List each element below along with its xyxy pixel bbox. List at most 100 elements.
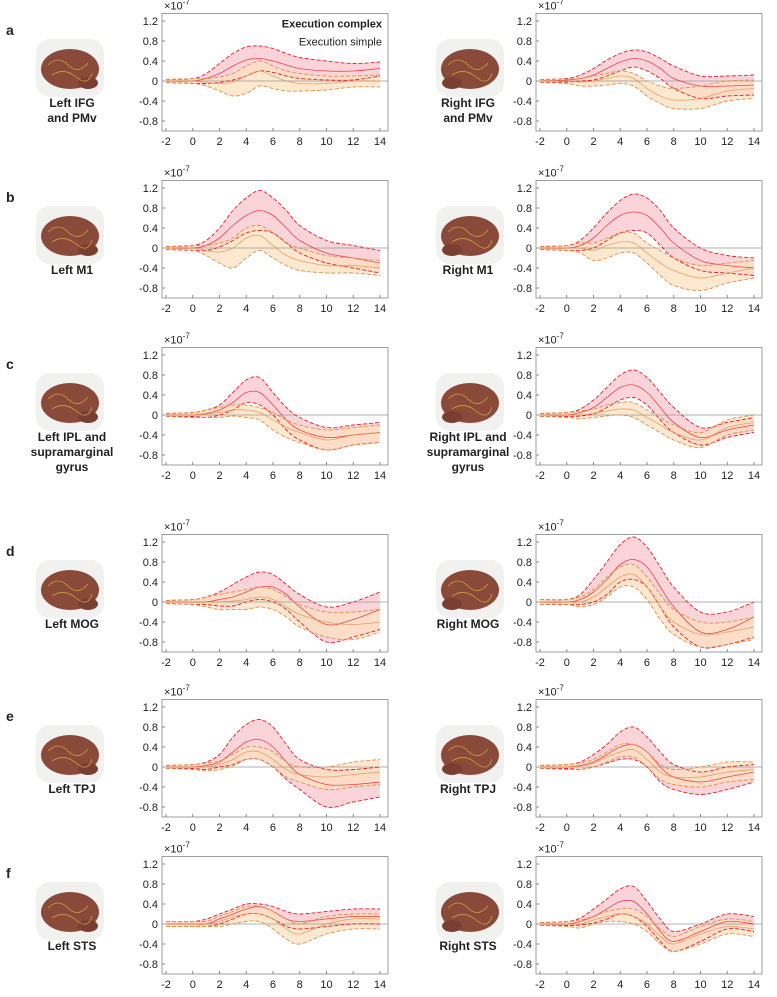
mean-line bbox=[166, 738, 381, 786]
brain-cerebellum bbox=[78, 920, 98, 932]
region-label: gyrus bbox=[452, 460, 485, 474]
confidence-band bbox=[540, 71, 754, 110]
brain-sulci bbox=[447, 59, 493, 82]
x-tick-label: -2 bbox=[535, 136, 545, 148]
panel-letter: a bbox=[6, 22, 14, 38]
x-tick-label: 6 bbox=[270, 822, 276, 834]
x-tick-label: -2 bbox=[535, 822, 545, 834]
band-edge bbox=[540, 563, 755, 624]
exponent-base: ×10 bbox=[164, 335, 183, 347]
x-tick-label: 8 bbox=[297, 136, 303, 148]
x-tick-label: 8 bbox=[671, 822, 677, 834]
x-tick-label: -2 bbox=[161, 136, 171, 148]
series-group bbox=[536, 726, 762, 795]
y-tick-label: 0.4 bbox=[517, 577, 532, 589]
band-edge bbox=[539, 414, 755, 448]
y-tick-label: -0.8 bbox=[139, 637, 158, 649]
band-edge bbox=[540, 396, 755, 446]
mean-line bbox=[540, 899, 755, 942]
mean-line bbox=[166, 234, 381, 269]
x-tick-label: 10 bbox=[320, 136, 332, 148]
x-tick-label: 10 bbox=[320, 470, 332, 482]
band-edge bbox=[165, 376, 381, 429]
band-edge bbox=[165, 745, 381, 769]
panel-letter: d bbox=[6, 543, 15, 559]
x-tick-label: -2 bbox=[161, 303, 171, 315]
x-tick-label: 6 bbox=[644, 822, 650, 834]
band-edge bbox=[166, 905, 380, 925]
y-tick-label: 0.4 bbox=[517, 56, 532, 68]
y-tick-label: -0.8 bbox=[139, 450, 158, 462]
band-edge bbox=[166, 903, 380, 923]
x-tick-label: 10 bbox=[320, 979, 332, 991]
band-edge bbox=[165, 249, 381, 276]
y-tick-label: -0.8 bbox=[513, 450, 532, 462]
y-tick-label: 0.4 bbox=[517, 899, 532, 911]
brain-cerebellum bbox=[442, 598, 462, 610]
band-edge bbox=[165, 230, 381, 274]
y-tick-label: -0.4 bbox=[513, 939, 532, 951]
mean-line bbox=[166, 70, 380, 85]
exponent-power: -7 bbox=[557, 332, 565, 341]
region-label: Right IPL and bbox=[429, 430, 506, 444]
exponent-base: ×10 bbox=[538, 1, 557, 13]
x-tick-label: 4 bbox=[617, 470, 623, 482]
x-tick-label: -2 bbox=[535, 657, 545, 669]
x-tick-label: 12 bbox=[347, 303, 359, 315]
y-exponent: ×10-7 bbox=[164, 841, 190, 856]
plot-area bbox=[535, 13, 763, 132]
x-tick-label: 6 bbox=[644, 303, 650, 315]
x-tick-label: 10 bbox=[320, 657, 332, 669]
panel-letter: b bbox=[6, 189, 15, 205]
exponent-power: -7 bbox=[183, 332, 191, 341]
x-tick-label: 4 bbox=[617, 657, 623, 669]
y-tick-label: 0.4 bbox=[143, 742, 158, 754]
exponent-power: -7 bbox=[183, 684, 191, 693]
y-tick-label: -0.4 bbox=[513, 617, 532, 629]
y-exponent: ×10-7 bbox=[164, 519, 190, 534]
exponent-power: -7 bbox=[557, 841, 565, 850]
mean-line bbox=[540, 559, 755, 634]
x-tick-label: 0 bbox=[564, 822, 570, 834]
band-edge bbox=[165, 190, 381, 251]
x-tick-label: 2 bbox=[590, 657, 596, 669]
x-tick-label: 12 bbox=[347, 822, 359, 834]
region-label: and PMv bbox=[443, 111, 493, 125]
y-tick-label: 1.2 bbox=[517, 350, 532, 362]
x-tick-label: 8 bbox=[671, 470, 677, 482]
mean-line bbox=[540, 573, 755, 636]
band-edge bbox=[166, 401, 381, 451]
brain-sulci bbox=[47, 393, 93, 416]
mean-line bbox=[540, 913, 755, 945]
y-tick-label: 1.2 bbox=[517, 183, 532, 195]
exponent-power: -7 bbox=[183, 841, 191, 850]
y-tick-label: -0.8 bbox=[513, 802, 532, 814]
x-tick-label: 2 bbox=[590, 470, 596, 482]
x-tick-label: 8 bbox=[297, 657, 303, 669]
series-group bbox=[536, 536, 762, 649]
x-tick-label: 4 bbox=[617, 136, 623, 148]
y-tick-label: -0.4 bbox=[513, 263, 532, 275]
x-tick-label: 2 bbox=[590, 136, 596, 148]
y-tick-label: -0.8 bbox=[513, 637, 532, 649]
y-tick-label: 0 bbox=[526, 410, 532, 422]
x-tick-label: -2 bbox=[535, 303, 545, 315]
y-tick-label: 0 bbox=[152, 919, 158, 931]
y-tick-label: 0.8 bbox=[517, 722, 532, 734]
band-edge bbox=[165, 45, 381, 80]
series-group bbox=[162, 571, 388, 644]
confidence-band bbox=[540, 369, 754, 446]
brain-cerebellum bbox=[78, 411, 98, 423]
x-tick-label: 14 bbox=[748, 979, 760, 991]
y-tick-label: 0.4 bbox=[143, 56, 158, 68]
x-tick-label: 8 bbox=[297, 979, 303, 991]
x-tick-label: 2 bbox=[216, 979, 222, 991]
brain-cerebellum bbox=[78, 77, 98, 89]
exponent-power: -7 bbox=[183, 519, 191, 528]
x-tick-label: 0 bbox=[190, 979, 196, 991]
mean-line bbox=[540, 211, 755, 269]
x-tick-label: 14 bbox=[374, 657, 386, 669]
brain-cerebellum bbox=[442, 77, 462, 89]
band-edge bbox=[540, 536, 755, 615]
band-edge bbox=[165, 571, 381, 608]
